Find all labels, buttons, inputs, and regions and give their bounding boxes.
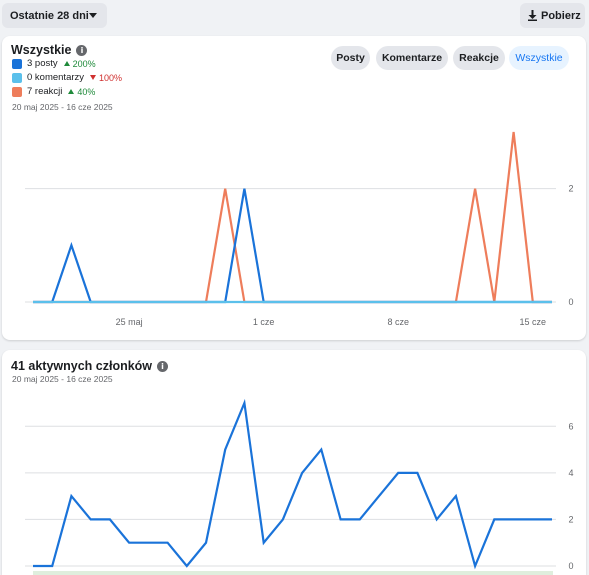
members-title-row: 41 aktywnych członków i [11, 359, 169, 373]
toolbar: Ostatnie 28 dni Pobierz [0, 0, 589, 34]
series-line-3 [33, 131, 552, 304]
tab-comments[interactable]: Komentarze [376, 46, 448, 70]
legend-item-posts: 3 posty 200% [12, 58, 96, 69]
delta-value: 40% [77, 86, 96, 97]
date-range-text: 20 maj 2025 - 16 cze 2025 [12, 102, 113, 112]
y-tick-label: 0 [568, 297, 573, 307]
legend-label: 7 reakcji [27, 86, 63, 97]
posts-swatch [12, 58, 22, 69]
download-button[interactable]: Pobierz [520, 3, 585, 28]
x-tick-label: 25 maj [116, 317, 143, 327]
legend-item-comments: 0 komentarzy 100% [12, 72, 122, 83]
members-line-chart: 0 2 4 6 [25, 398, 574, 571]
series-line-1 [33, 398, 552, 570]
date-range-text: 20 maj 2025 - 16 cze 2025 [12, 374, 113, 384]
delta-value: 200% [72, 58, 96, 69]
info-icon[interactable]: i [157, 360, 169, 372]
x-tick-label: 15 cze [520, 317, 547, 327]
scroll-indicator [33, 571, 553, 575]
x-tick-label: 8 cze [387, 317, 409, 327]
delta-down: 100% [90, 73, 122, 83]
delta-up: 40% [68, 87, 95, 97]
download-label: Pobierz [541, 9, 581, 22]
activity-title-row: Wszystkie i [11, 43, 88, 57]
y-tick-label: 2 [568, 184, 573, 194]
delta-value: 100% [99, 72, 123, 83]
date-range-dropdown[interactable]: Ostatnie 28 dni [2, 3, 107, 28]
activity-title: Wszystkie [11, 43, 72, 57]
tab-reactions[interactable]: Reakcje [453, 46, 505, 70]
arrow-down-icon [90, 75, 97, 80]
activity-card: Wszystkie i 3 posty 200% 0 komentarzy 10… [2, 36, 586, 340]
arrow-up-icon [68, 89, 75, 94]
y-tick-label: 6 [568, 421, 573, 431]
members-card: 41 aktywnych członków i 20 maj 2025 - 16… [2, 350, 586, 575]
comments-swatch [12, 72, 22, 83]
y-tick-label: 2 [568, 514, 573, 524]
delta-up: 200% [63, 58, 96, 69]
info-icon[interactable]: i [76, 44, 88, 56]
members-title: 41 aktywnych członków [11, 359, 153, 373]
tab-all[interactable]: Wszystkie [509, 46, 569, 70]
y-tick-label: 0 [568, 561, 573, 571]
series-line-1 [33, 188, 552, 304]
legend-label: 3 posty [27, 58, 58, 69]
activity-line-chart: 0 2 25 maj 1 cze 8 cze 15 cze [25, 131, 574, 327]
legend-item-reactions: 7 reakcji 40% [12, 86, 95, 97]
download-icon [528, 10, 537, 21]
arrow-up-icon [63, 61, 70, 66]
x-tick-label: 1 cze [253, 317, 275, 327]
caret-down-icon [89, 13, 97, 18]
reactions-swatch [12, 86, 22, 97]
tab-posts[interactable]: Posty [331, 46, 370, 70]
y-tick-label: 4 [568, 468, 573, 478]
legend-label: 0 komentarzy [27, 72, 85, 83]
date-range-label: Ostatnie 28 dni [10, 9, 89, 22]
